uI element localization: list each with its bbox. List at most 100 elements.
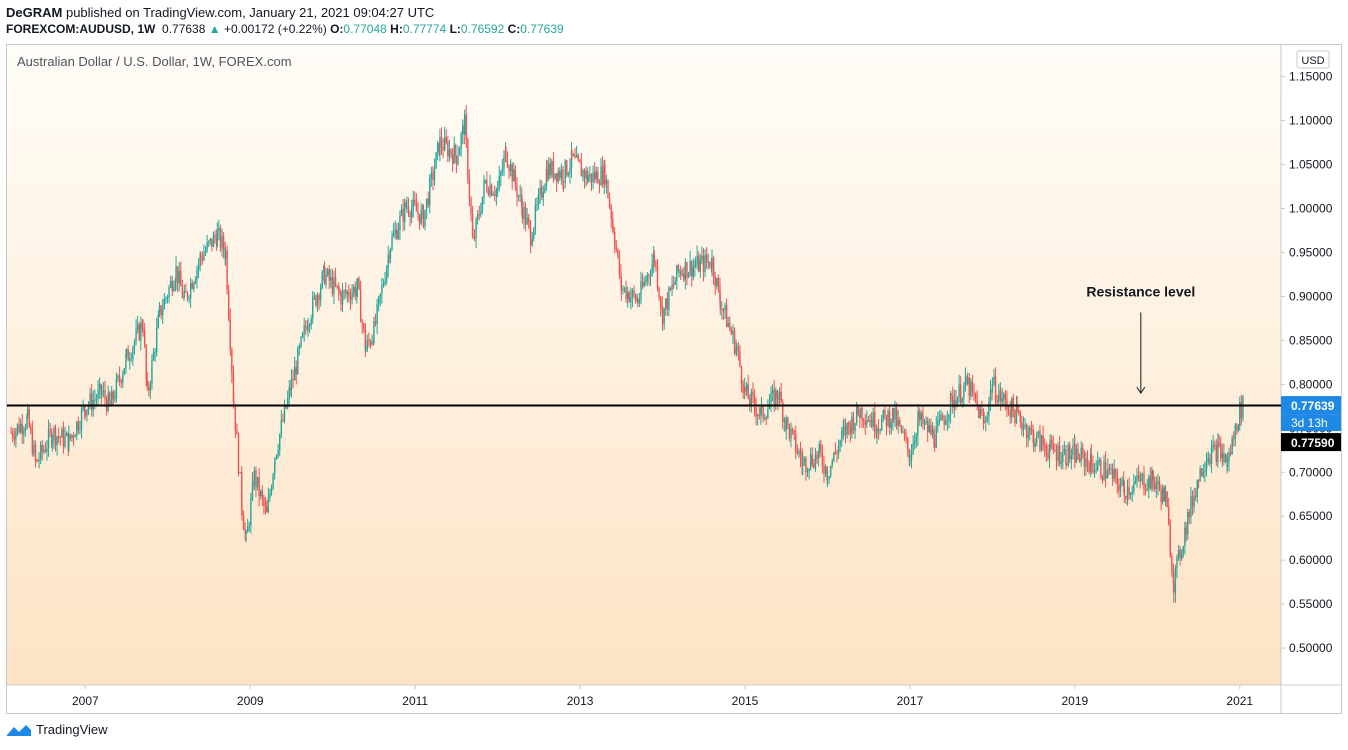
candle-body <box>486 180 488 191</box>
candle-body <box>1086 458 1089 464</box>
candle-body <box>500 172 502 177</box>
candle-body <box>212 235 215 247</box>
candle-body <box>251 481 254 499</box>
candle-body <box>64 435 66 447</box>
candle-body <box>709 261 711 267</box>
candle-body <box>908 449 910 461</box>
candle-body <box>162 308 164 316</box>
candle-body <box>352 286 355 293</box>
candle-body <box>95 399 98 401</box>
candle-body <box>125 354 127 369</box>
candle-body <box>1045 446 1048 455</box>
chart-canvas[interactable]: Australian Dollar / U.S. Dollar, 1W, FOR… <box>7 45 1341 713</box>
candle-body <box>655 261 657 266</box>
chart-frame[interactable]: Australian Dollar / U.S. Dollar, 1W, FOR… <box>6 44 1342 714</box>
price-axis[interactable]: 1.15000 1.10000 1.05000 1.00000 0.95000 0.900… <box>1281 70 1333 655</box>
last-price-box <box>1281 396 1341 415</box>
candle-body <box>817 451 820 460</box>
candle-body <box>564 160 566 183</box>
candle-body <box>136 324 139 330</box>
candle-body <box>1103 461 1105 480</box>
candle-body <box>323 265 326 284</box>
candle-body <box>206 242 208 251</box>
candle-body <box>349 296 352 301</box>
candle-body <box>303 326 305 334</box>
candle-body <box>676 265 678 282</box>
candle-body <box>1151 470 1153 489</box>
candle-body <box>589 173 591 178</box>
candle-body <box>447 142 449 157</box>
candle-body <box>902 431 904 433</box>
candle-body <box>516 184 518 197</box>
candle-body <box>264 505 267 507</box>
candle-body <box>770 393 772 404</box>
candle-body <box>325 274 327 284</box>
candle-body <box>385 267 388 282</box>
candle-body <box>455 156 458 165</box>
candle-body <box>857 406 859 415</box>
candle-body <box>1001 398 1003 402</box>
currency-button[interactable]: USD <box>1296 50 1330 69</box>
candle-body <box>687 272 690 278</box>
candle-body <box>546 169 548 180</box>
candle-body <box>605 180 608 185</box>
candle-body <box>489 185 491 195</box>
candle-body <box>1083 452 1086 467</box>
candle-body <box>455 145 457 157</box>
candle-body <box>148 387 150 391</box>
candle-body <box>409 213 411 218</box>
time-axis[interactable]: 2007 2009 2011 2013 2015 2017 2019 2021 <box>72 685 1253 708</box>
candle-body <box>999 390 1002 402</box>
candle-body <box>301 333 304 338</box>
candle-body <box>1166 491 1168 508</box>
footer-brand: TradingView <box>36 722 108 737</box>
candle-body <box>1128 486 1130 496</box>
candle-body <box>544 186 546 193</box>
candle-body <box>297 348 299 375</box>
candle-body <box>604 164 606 185</box>
y-tick-label: 1.10000 <box>1289 114 1333 128</box>
low-label: L: <box>449 22 461 36</box>
candle-body <box>1048 449 1051 459</box>
candle-body <box>138 324 140 341</box>
candle-body <box>899 419 901 425</box>
candle-body <box>671 284 673 290</box>
candle-body <box>956 397 959 407</box>
candle-body <box>626 292 629 300</box>
candle-body <box>966 377 969 384</box>
candle-body <box>787 417 789 425</box>
candle-body <box>373 321 375 343</box>
author-name[interactable]: DeGRAM <box>6 5 63 20</box>
candle-body <box>366 339 368 350</box>
candle-body <box>407 205 410 214</box>
candle-body <box>196 268 198 280</box>
candle-body <box>823 466 825 474</box>
candle-body <box>38 459 40 462</box>
candle-body <box>227 290 230 319</box>
candle-body <box>1049 439 1051 450</box>
candle-body <box>733 330 736 354</box>
candle-body <box>28 408 30 427</box>
candle-body <box>736 347 738 349</box>
candle-body <box>143 330 146 346</box>
candle-body <box>19 423 22 433</box>
candle-body <box>427 198 429 206</box>
candle-body <box>1182 545 1185 554</box>
candle-body <box>90 393 93 410</box>
candle-body <box>142 329 144 331</box>
candle-body <box>290 378 293 391</box>
candle-body <box>1040 435 1043 451</box>
candle-body <box>1187 512 1189 535</box>
candle-body <box>698 255 700 272</box>
candle-body <box>149 384 152 391</box>
candle-body <box>123 368 126 375</box>
candle-body <box>34 444 37 460</box>
candle-body <box>791 428 794 431</box>
candle-body <box>989 389 992 403</box>
candle-body <box>208 241 210 243</box>
candle-body <box>940 415 942 420</box>
candle-body <box>1210 447 1213 464</box>
candle-body <box>130 358 133 360</box>
candle-body <box>71 434 73 439</box>
candle-body <box>430 172 433 179</box>
